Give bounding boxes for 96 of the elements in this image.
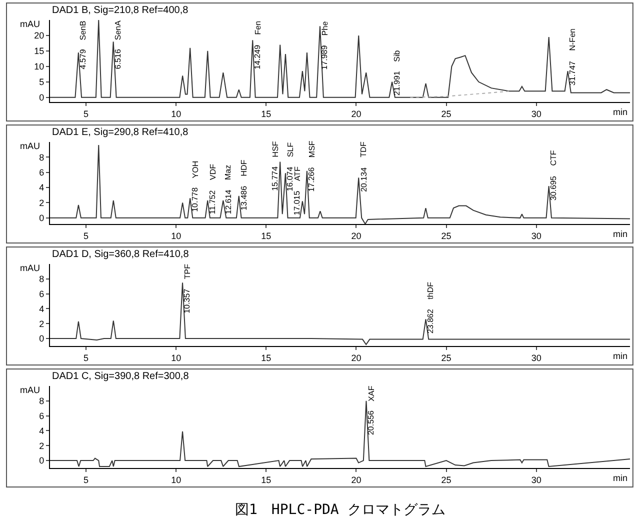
annotation: 30.695 bbox=[549, 175, 558, 200]
chart-title: DAD1 C, Sig=390,8 Ref=300,8 bbox=[52, 371, 190, 382]
chart-title: DAD1 D, Sig=360,8 Ref=410,8 bbox=[52, 249, 190, 260]
y-axis-title: mAU bbox=[20, 385, 40, 395]
annotation: CTF bbox=[548, 150, 558, 166]
x-tick-label: 30 bbox=[531, 108, 542, 119]
y-tick-label: 0 bbox=[39, 456, 44, 466]
x-tick-label: 5 bbox=[84, 474, 89, 485]
annotation: YOH bbox=[191, 160, 200, 178]
annotation: XAF bbox=[367, 386, 376, 402]
x-tick-label: 5 bbox=[84, 108, 89, 119]
annotation: SenA bbox=[114, 20, 123, 40]
annotation: ATF bbox=[292, 166, 302, 182]
y-tick-label: 2 bbox=[39, 440, 44, 451]
y-tick-label: 0 bbox=[39, 92, 44, 103]
annotation: SenB bbox=[78, 20, 88, 40]
y-tick-label: 4 bbox=[39, 304, 44, 314]
y-tick-label: 5 bbox=[39, 77, 44, 88]
annotation: thDF bbox=[426, 282, 436, 300]
y-tick-label: 8 bbox=[39, 396, 44, 406]
y-axis-title: mAU bbox=[20, 263, 40, 273]
x-tick-label: 5 bbox=[84, 352, 89, 363]
x-axis-title: min bbox=[613, 473, 628, 483]
annotation: SLF bbox=[286, 142, 295, 158]
y-tick-label: 6 bbox=[39, 288, 44, 299]
annotation: Fen bbox=[254, 20, 263, 35]
annotation: 15.774 bbox=[270, 166, 280, 191]
y-axis-title: mAU bbox=[20, 19, 40, 29]
x-tick-label: 10 bbox=[171, 352, 182, 363]
annotation: 6.516 bbox=[114, 48, 123, 70]
annotation: HSF bbox=[270, 141, 280, 158]
annotation: 13.486 bbox=[239, 185, 248, 210]
annotation: 17.266 bbox=[307, 166, 316, 192]
annotation: 14.249 bbox=[252, 44, 262, 70]
x-tick-label: 15 bbox=[261, 352, 272, 363]
annotation: 12.614 bbox=[224, 189, 234, 214]
x-tick-label: 30 bbox=[531, 352, 542, 363]
y-tick-label: 8 bbox=[39, 152, 44, 162]
caption: 図1 HPLC-PDA クロマトグラム bbox=[235, 502, 446, 518]
x-tick-label: 25 bbox=[441, 108, 452, 119]
annotation: 31.747 bbox=[568, 60, 578, 86]
annotation: Sib bbox=[392, 50, 402, 62]
annotation: 17.989 bbox=[320, 44, 330, 70]
y-tick-label: 4 bbox=[39, 182, 44, 193]
x-tick-label: 15 bbox=[261, 474, 272, 485]
x-axis-title: min bbox=[613, 107, 628, 117]
annotation: Phe bbox=[320, 20, 330, 36]
annotation: 10.778 bbox=[190, 186, 200, 212]
x-tick-label: 25 bbox=[441, 230, 452, 241]
annotation: 20.134 bbox=[359, 166, 368, 192]
annotation: 23.862 bbox=[426, 308, 436, 334]
y-tick-label: 8 bbox=[39, 274, 44, 284]
x-tick-label: 20 bbox=[351, 352, 362, 363]
annotation: TPF bbox=[182, 264, 192, 280]
x-tick-label: 20 bbox=[351, 474, 362, 485]
x-axis-title: min bbox=[613, 351, 628, 361]
annotation: 17.015 bbox=[292, 190, 302, 216]
annotation: 4.579 bbox=[78, 48, 88, 70]
x-tick-label: 20 bbox=[351, 230, 362, 241]
chart-title: DAD1 B, Sig=210,8 Ref=400,8 bbox=[52, 5, 189, 16]
y-tick-label: 2 bbox=[39, 318, 44, 329]
annotation: 21.991 bbox=[392, 70, 402, 96]
x-tick-label: 20 bbox=[351, 108, 362, 119]
annotation: 16.074 bbox=[286, 166, 295, 192]
annotation: MSF bbox=[307, 140, 316, 158]
y-tick-label: 4 bbox=[39, 426, 44, 436]
y-tick-label: 2 bbox=[39, 198, 44, 208]
annotation: VDF bbox=[208, 164, 218, 180]
x-tick-label: 15 bbox=[261, 230, 272, 241]
y-tick-label: 0 bbox=[39, 334, 44, 344]
x-axis-title: min bbox=[613, 229, 628, 239]
x-tick-label: 10 bbox=[171, 108, 182, 119]
y-tick-label: 15 bbox=[34, 46, 44, 56]
y-tick-label: 6 bbox=[39, 410, 44, 421]
y-axis-title: mAU bbox=[20, 141, 40, 151]
y-tick-label: 20 bbox=[34, 30, 44, 41]
y-tick-label: 6 bbox=[39, 168, 44, 178]
x-tick-label: 5 bbox=[84, 230, 89, 241]
x-tick-label: 30 bbox=[531, 230, 542, 241]
x-tick-label: 10 bbox=[171, 474, 182, 485]
y-tick-label: 0 bbox=[39, 213, 44, 224]
annotation: TDF bbox=[359, 142, 368, 158]
annotation: 20.556 bbox=[366, 410, 376, 436]
annotation: Maz bbox=[223, 164, 232, 180]
annotation: 11.752 bbox=[208, 190, 218, 214]
x-tick-label: 10 bbox=[171, 230, 182, 241]
x-tick-label: 15 bbox=[261, 108, 272, 119]
line-series bbox=[50, 20, 630, 98]
annotation: 10.357 bbox=[182, 288, 192, 314]
chart-title: DAD1 E, Sig=290,8 Ref=410,8 bbox=[52, 127, 189, 138]
x-tick-label: 25 bbox=[441, 474, 452, 485]
y-tick-label: 10 bbox=[34, 62, 44, 72]
annotation: N-Fen bbox=[568, 28, 577, 51]
x-tick-label: 25 bbox=[441, 352, 452, 363]
annotation: HDF bbox=[240, 160, 249, 176]
x-tick-label: 30 bbox=[531, 474, 542, 485]
